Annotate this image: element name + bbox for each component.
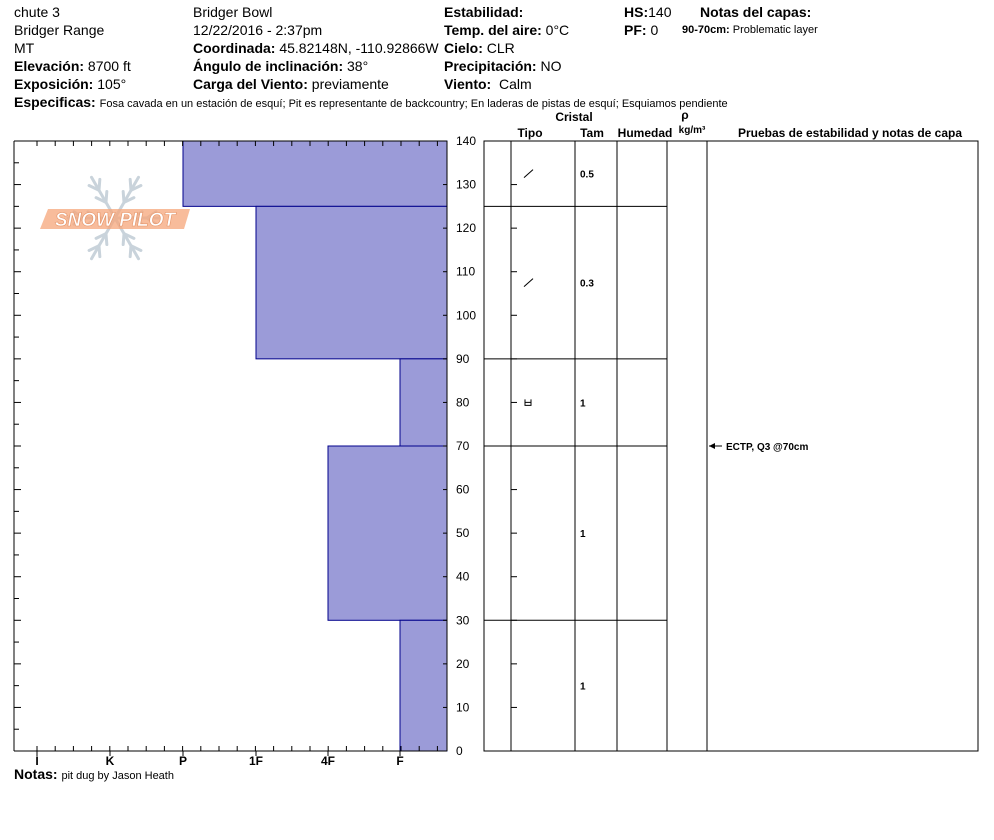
depth-label-100: 100 [456, 308, 476, 322]
pf-value: 0 [650, 22, 659, 38]
pf: PF: 0 [624, 22, 658, 38]
tests-header: Pruebas de estabilidad y notas de capa [738, 126, 962, 140]
precip-value: NO [540, 58, 562, 74]
elevation: Elevación: 8700 ft [14, 58, 131, 74]
crystal-size-2: 1 [580, 398, 586, 409]
incline-value: 38° [347, 58, 369, 74]
rho-header: ρ [681, 108, 688, 122]
depth-label-60: 60 [456, 483, 470, 497]
hardness-bar-2 [399, 358, 448, 447]
hs-value: 140 [648, 4, 672, 20]
air-temp-label: Temp. del aire: [444, 22, 542, 38]
depth-label-70: 70 [456, 439, 470, 453]
hs: HS:140 [624, 4, 671, 20]
specifics-value: Fosa cavada en un estación de esquí; Pit… [99, 98, 728, 110]
notes: Notas: pit dug by Jason Heath [14, 766, 174, 784]
sky-value: CLR [486, 40, 515, 56]
specifics-label: Especificas: [14, 94, 96, 110]
location-name: Bridger Bowl [193, 4, 273, 20]
elevation-label: Elevación: [14, 58, 85, 74]
stability-label: Estabilidad: [444, 4, 524, 20]
hardness-label-K: K [106, 754, 115, 768]
incline: Ángulo de inclinación: 38° [193, 58, 368, 74]
depth-label-90: 90 [456, 352, 470, 366]
crystal-size-0: 0.5 [580, 170, 594, 181]
wind-load-value: previamente [311, 76, 389, 92]
pit-name: chute 3 [14, 4, 60, 20]
depth-label-80: 80 [456, 395, 470, 409]
hardness-bar-1 [255, 205, 448, 360]
notes-label: Notas: [14, 766, 58, 782]
crystal-cup-icon [524, 399, 532, 406]
size-header: Tam [580, 126, 604, 140]
layer-note: 90-70cm: Problematic layer [682, 24, 818, 37]
hardness-label-1F: 1F [249, 754, 263, 768]
logo-band [40, 209, 190, 229]
wind-load-label: Carga del Viento: [193, 76, 308, 92]
depth-label-120: 120 [456, 221, 476, 235]
precip-label: Precipitación: [444, 58, 537, 74]
notes-value: pit dug by Jason Heath [61, 770, 174, 782]
depth-label-140: 140 [456, 134, 476, 148]
test-label-0: ECTP, Q3 @70cm [726, 442, 808, 453]
elevation-value: 8700 ft [87, 58, 131, 74]
aspect: Exposición: 105° [14, 76, 126, 92]
precipitation: Precipitación: NO [444, 58, 561, 74]
hardness-bar-3 [327, 445, 448, 621]
depth-label-50: 50 [456, 526, 470, 540]
logo-text: SNOW PILOT [55, 210, 177, 231]
depth-label-0: 0 [456, 744, 463, 758]
hardness-label-4F: 4F [321, 754, 335, 768]
state-name: MT [14, 40, 35, 56]
incline-label: Ángulo de inclinación: [193, 58, 344, 74]
air-temp-value: 0°C [545, 22, 570, 38]
pf-label: PF: [624, 22, 647, 38]
coord-label: Coordinada: [193, 40, 276, 56]
air-temp: Temp. del aire: 0°C [444, 22, 569, 38]
depth-label-20: 20 [456, 657, 470, 671]
wind-label: Viento: [444, 76, 492, 92]
aspect-label: Exposición: [14, 76, 94, 92]
crystal-size-4: 1 [580, 682, 586, 693]
layer-notes-label: Notas del capas: [700, 4, 812, 20]
hardness-bar-4 [399, 619, 448, 752]
crystal-size-1: 0.3 [580, 279, 594, 290]
wind-load: Carga del Viento: previamente [193, 76, 389, 92]
sky-label: Cielo: [444, 40, 483, 56]
sky: Cielo: CLR [444, 40, 515, 56]
aspect-value: 105° [97, 76, 127, 92]
layer-note-text: Problematic layer [732, 24, 818, 36]
depth-label-110: 110 [456, 265, 475, 279]
moisture-header: Humedad [618, 126, 673, 140]
wind-value: Calm [498, 76, 532, 92]
hs-label: HS: [624, 4, 649, 20]
wind: Viento: Calm [444, 76, 532, 92]
coordinates: Coordinada: 45.82148N, -110.92866W [193, 40, 439, 56]
depth-label-30: 30 [456, 613, 470, 627]
datetime: 12/22/2016 - 2:37pm [193, 22, 323, 38]
type-header: Tipo [517, 126, 542, 140]
coord-value: 45.82148N, -110.92866W [279, 40, 439, 56]
depth-label-10: 10 [456, 700, 470, 714]
snowpilot-logo: SNOW PILOT [40, 175, 190, 261]
depth-label-40: 40 [456, 570, 470, 584]
layer-note-range: 90-70cm: [682, 24, 730, 36]
crystal-slash-icon [523, 169, 534, 179]
hardness-bar-0 [182, 140, 448, 207]
depth-label-130: 130 [456, 178, 476, 192]
density-header: kg/m³ [679, 125, 706, 136]
hardness-label-P: P [179, 754, 187, 768]
crystal-slash-icon [523, 278, 534, 287]
test-arrow-icon [709, 443, 715, 449]
hardness-label-F: F [396, 754, 403, 768]
specifics: Especificas: Fosa cavada en un estación … [14, 94, 728, 112]
hardness-label-I: I [35, 754, 38, 768]
crystal-header: Cristal [555, 110, 592, 124]
crystal-size-3: 1 [580, 529, 586, 540]
range-name: Bridger Range [14, 22, 105, 38]
